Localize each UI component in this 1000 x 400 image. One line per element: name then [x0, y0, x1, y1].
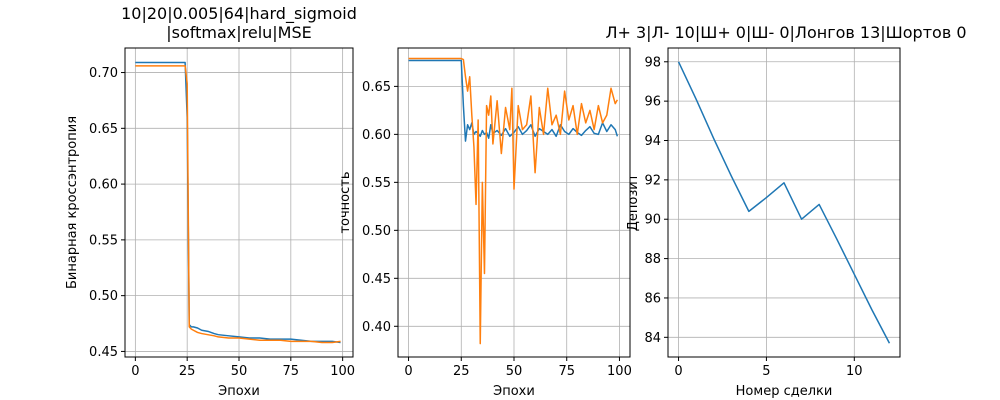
x-tick-label: 100 — [607, 364, 632, 379]
x-tick-label: 0 — [131, 364, 139, 379]
y-tick-label: 0.45 — [89, 345, 118, 360]
x-tick-label: 100 — [330, 364, 355, 379]
x-axis-label: Эпохи — [218, 384, 260, 399]
x-tick-label: 50 — [506, 364, 523, 379]
x-tick-label: 5 — [762, 364, 770, 379]
subplot-2: 0 25 50 75 100 0.40 0.45 0.50 0.55 0.60 0.65 Эпохи т… — [338, 47, 632, 399]
x-tick-label: 75 — [283, 364, 300, 379]
chart-title: 10|20|0.005|64|hard_sigmoid — [121, 4, 357, 24]
y-tick-label: 88 — [644, 252, 661, 267]
y-tick-label: 0.60 — [362, 128, 391, 143]
y-tick-label: 0.40 — [362, 320, 391, 335]
y-axis-label: точность — [338, 171, 353, 233]
subplot-3: 0 5 10 84 86 88 90 92 94 96 98 Номер сделки Депозит Л… — [605, 23, 966, 399]
y-tick-label: 0.55 — [89, 233, 118, 248]
series-1-line — [408, 59, 619, 142]
x-tick-label: 50 — [231, 364, 248, 379]
y-tick-label: 0.50 — [89, 289, 118, 304]
y-tick-label: 96 — [644, 95, 661, 110]
y-tick-label: 98 — [644, 55, 661, 70]
y-tick-label: 0.45 — [362, 272, 391, 287]
y-tick-label: 0.65 — [362, 80, 391, 95]
y-tick-label: 92 — [644, 173, 661, 188]
y-axis-label: Депозит — [626, 173, 641, 231]
y-tick-label: 0.65 — [89, 122, 118, 137]
x-tick-label: 25 — [453, 364, 470, 379]
x-tick-label: 10 — [846, 364, 863, 379]
y-tick-label: 84 — [644, 331, 661, 346]
series-2-line — [408, 57, 619, 345]
x-axis-label: Эпохи — [493, 384, 535, 399]
y-tick-label: 86 — [644, 291, 661, 306]
y-tick-label: 0.55 — [362, 176, 391, 191]
y-axis-label: Бинарная кроссэнтропия — [65, 116, 80, 289]
series-1-line — [135, 61, 341, 344]
y-tick-label: 0.60 — [89, 178, 118, 193]
plot-frame — [667, 47, 901, 358]
x-tick-label: 0 — [404, 364, 412, 379]
y-tick-label: 94 — [644, 134, 661, 149]
x-tick-label: 75 — [558, 364, 575, 379]
y-tick-label: 0.70 — [89, 66, 118, 81]
x-tick-label: 25 — [179, 364, 196, 379]
y-tick-label: 0.50 — [362, 224, 391, 239]
y-tick-label: 90 — [644, 213, 661, 228]
subplot-1: 0 25 50 75 100 0.45 0.50 0.55 0.60 0.65 0.70 Эпохи Б… — [65, 4, 357, 399]
chart-title: |softmax|relu|MSE — [166, 23, 312, 42]
series-2-line — [135, 65, 341, 344]
series-1-line — [677, 61, 891, 344]
x-axis-label: Номер сделки — [736, 384, 833, 399]
x-tick-label: 0 — [674, 364, 682, 379]
chart-title: Л+ 3|Л- 10|Ш+ 0|Ш- 0|Лонгов 13|Шортов 0 — [605, 23, 966, 42]
